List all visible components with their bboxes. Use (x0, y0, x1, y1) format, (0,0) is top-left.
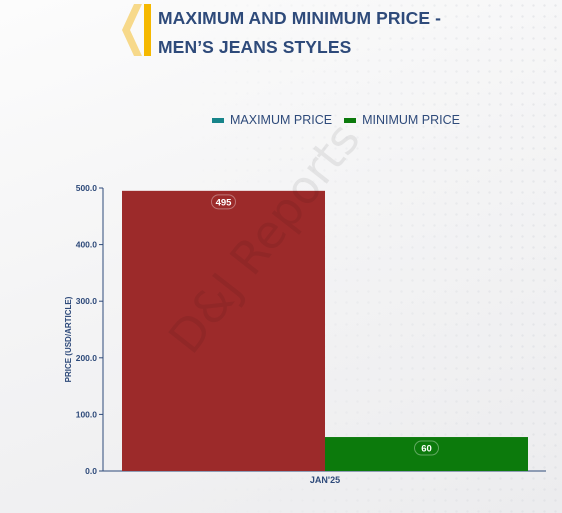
y-axis-label: PRICE (USD/ARTICLE) (64, 296, 73, 382)
page-title-line-1: MAXIMUM AND MINIMUM PRICE - (158, 8, 441, 28)
bar-maximum-price (122, 190, 325, 471)
page-title-line-2: MEN’S JEANS STYLES (158, 37, 352, 57)
page-title: MAXIMUM AND MINIMUM PRICE - MEN’S JEANS … (158, 4, 458, 62)
y-tick-label: 300.0 (76, 296, 98, 306)
y-tick-label: 400.0 (76, 240, 98, 250)
y-tick-label: 0.0 (85, 466, 97, 476)
data-label-badge (414, 440, 439, 456)
legend-item-maximum: MAXIMUM PRICE (102, 112, 332, 128)
legend-swatch-minimum (344, 117, 357, 123)
y-tick-label: 500.0 (76, 183, 98, 193)
chart-legend: MAXIMUM PRICE MINIMUM PRICE (0, 112, 562, 128)
legend-label-minimum: MINIMUM PRICE (362, 113, 460, 127)
x-tick-label: JAN'25 (310, 475, 340, 485)
y-tick-label: 200.0 (76, 353, 98, 363)
legend-label-maximum: MAXIMUM PRICE (229, 113, 333, 127)
data-label: 60 (421, 444, 432, 455)
data-label-badge (211, 194, 236, 210)
y-tick-label: 100.0 (76, 409, 98, 419)
legend-item-minimum: MINIMUM PRICE (344, 112, 460, 128)
chevron-accent-icon (122, 4, 151, 56)
legend-swatch-maximum (211, 117, 224, 123)
data-label: 495 (216, 197, 233, 208)
